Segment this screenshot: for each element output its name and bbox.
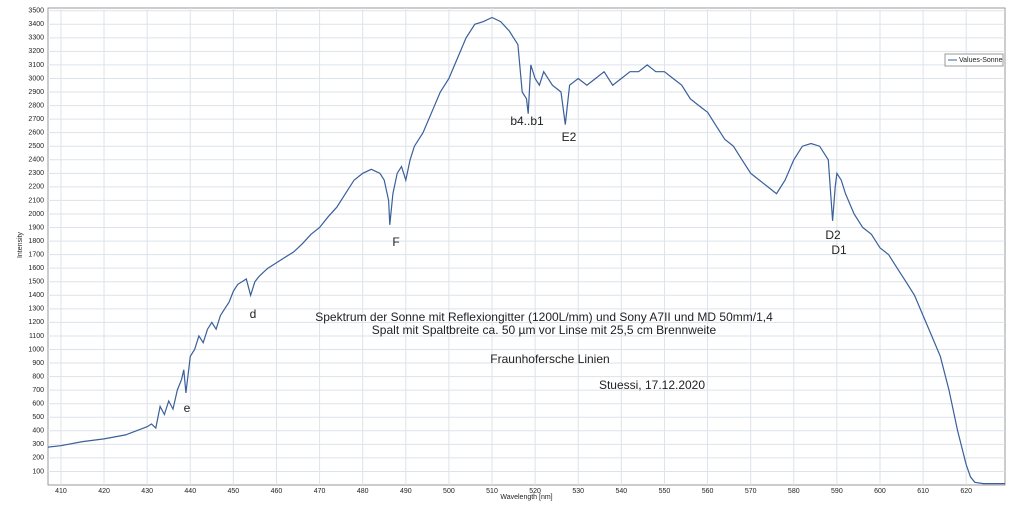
y-tick-label: 1800 (28, 238, 44, 245)
x-tick-label: 610 (917, 488, 929, 495)
plot-area (47, 7, 1006, 486)
x-tick-label: 570 (745, 488, 757, 495)
x-tick-label: 580 (788, 488, 800, 495)
x-axis-label: Wavelength [nm] (500, 494, 552, 501)
y-tick-label: 1200 (28, 319, 44, 326)
y-tick-label: 3300 (28, 35, 44, 42)
x-tick-label: 540 (615, 488, 627, 495)
y-tick-label: 1100 (29, 333, 44, 340)
y-tick-label: 3200 (28, 48, 44, 55)
y-tick-label: 100 (32, 468, 44, 475)
x-tick-label: 600 (874, 488, 886, 495)
annotation: b4..b1 (510, 114, 544, 128)
x-tick-label: 480 (357, 488, 369, 495)
y-tick-label: 1900 (28, 224, 44, 231)
y-axis-label: Intensity (17, 231, 24, 258)
y-tick-label: 400 (32, 428, 44, 435)
y-tick-label: 3400 (28, 21, 44, 28)
y-tick-label: 900 (32, 360, 44, 367)
x-tick-label: 450 (228, 488, 240, 495)
y-tick-label: 600 (32, 401, 44, 408)
annotation: Fraunhofersche Linien (490, 352, 609, 366)
x-tick-label: 560 (702, 488, 714, 495)
x-tick-label: 590 (831, 488, 843, 495)
y-tick-label: 2200 (28, 184, 44, 191)
annotation: F (392, 235, 399, 249)
y-tick-label: 2300 (28, 170, 44, 177)
y-tick-label: 500 (32, 414, 44, 421)
x-tick-label: 420 (98, 488, 110, 495)
series-line (47, 16, 1005, 485)
annotation: e (184, 401, 191, 415)
annotation: Spalt mit Spaltbreite ca. 50 µm vor Lins… (372, 323, 717, 337)
y-tick-label: 2400 (28, 157, 44, 164)
legend-label: Values-Sonne (959, 57, 1003, 64)
y-tick-label: 1000 (28, 346, 44, 353)
y-tick-label: 300 (32, 441, 44, 448)
x-tick-label: 530 (572, 488, 584, 495)
y-tick-label: 2800 (28, 102, 44, 109)
annotation: D2 (825, 228, 841, 242)
y-tick-label: 200 (32, 455, 44, 462)
x-tick-label: 440 (184, 488, 196, 495)
y-tick-label: 2100 (28, 197, 44, 204)
x-tick-label: 490 (400, 488, 412, 495)
annotation: D1 (831, 243, 847, 257)
x-tick-label: 620 (960, 488, 972, 495)
annotation: d (250, 307, 257, 321)
y-tick-label: 3000 (28, 75, 44, 82)
y-tick-label: 1400 (28, 292, 44, 299)
x-tick-label: 550 (659, 488, 671, 495)
x-tick-label: 430 (141, 488, 153, 495)
y-tick-label: 800 (32, 373, 44, 380)
annotation: E2 (562, 130, 577, 144)
x-tick-label: 500 (443, 488, 455, 495)
y-tick-label: 3100 (28, 62, 44, 69)
x-tick-label: 470 (314, 488, 326, 495)
x-tick-label: 520 (529, 488, 541, 495)
y-tick-label: 700 (32, 387, 44, 394)
legend-box (944, 53, 1004, 67)
y-tick-label: 2600 (28, 130, 44, 137)
y-tick-label: 2700 (28, 116, 44, 123)
y-tick-label: 1600 (28, 265, 44, 272)
y-tick-label: 3500 (28, 8, 44, 15)
y-tick-label: 2000 (28, 211, 44, 218)
y-tick-label: 2500 (28, 143, 44, 150)
annotation: Stuessi, 17.12.2020 (599, 378, 705, 392)
y-tick-label: 1300 (28, 306, 44, 313)
annotation: Spektrum der Sonne mit Reflexiongitter (… (315, 310, 773, 324)
x-tick-label: 510 (486, 488, 498, 495)
x-tick-label: 460 (271, 488, 283, 495)
x-tick-label: 410 (55, 488, 67, 495)
y-tick-label: 1700 (28, 251, 44, 258)
y-tick-label: 1500 (28, 279, 44, 286)
y-tick-label: 2900 (28, 89, 44, 96)
